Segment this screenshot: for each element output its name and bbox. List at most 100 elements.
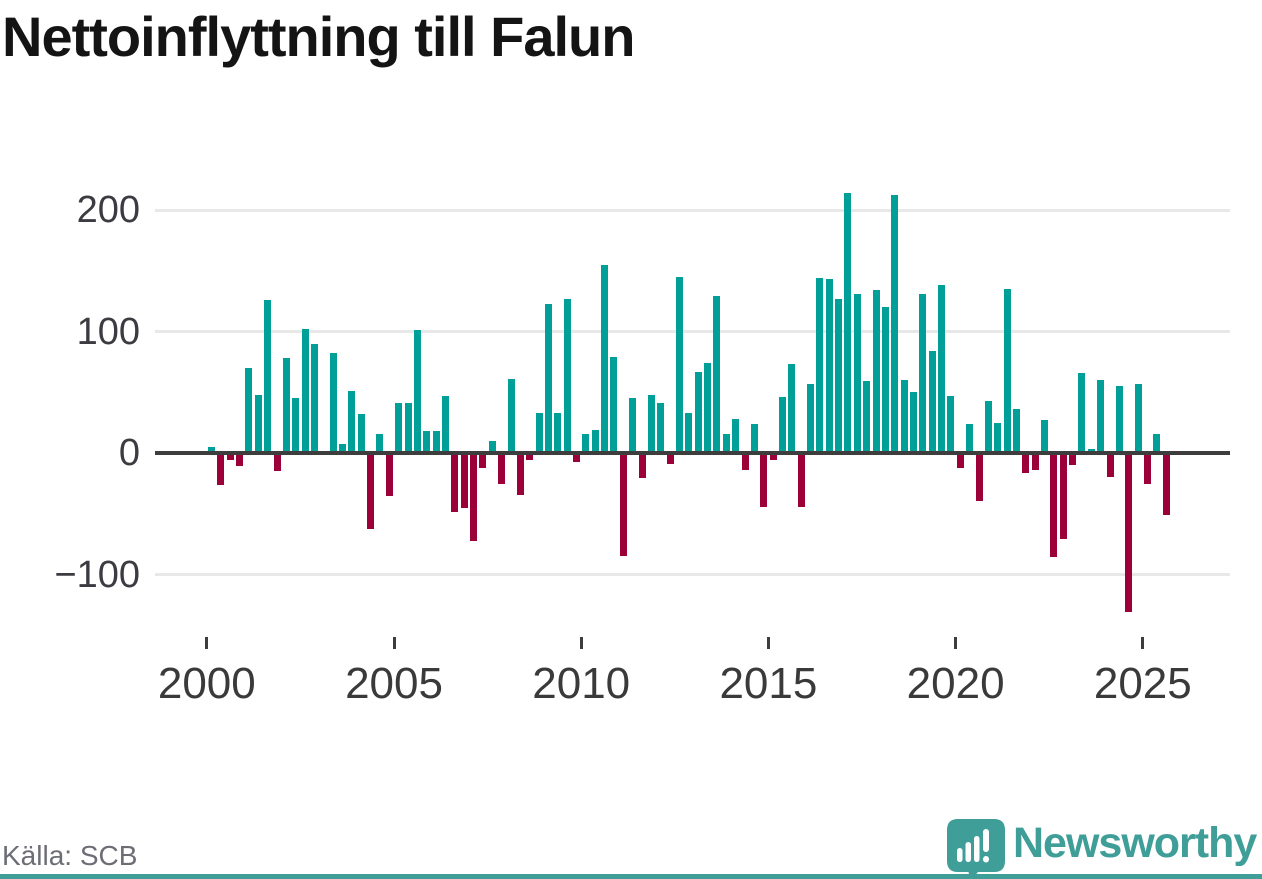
- bar-2008q1: [507, 378, 515, 455]
- bar-2020q4: [984, 400, 992, 455]
- bar-2012q1: [657, 403, 665, 455]
- bar-2007q4: [498, 453, 506, 485]
- x-tick-label-2025: 2025: [1093, 659, 1192, 708]
- bar-2003q2: [329, 353, 337, 455]
- bar-2011q3: [638, 453, 646, 479]
- x-tick-2015: [766, 637, 770, 649]
- bar-2000q1: [208, 446, 215, 455]
- bar-2002q4: [310, 343, 318, 455]
- bar-2025q2: [1153, 433, 1161, 455]
- bar-2001q3: [264, 299, 272, 455]
- bar-2013q1: [694, 371, 702, 455]
- bar-2001q2: [254, 394, 262, 455]
- bar-2009q4: [573, 453, 581, 463]
- bar-2006q1: [432, 431, 440, 455]
- y-tick-label--100: −100: [54, 553, 140, 596]
- x-tick-2000: [205, 637, 209, 649]
- bar-2008q4: [535, 412, 543, 455]
- bar-2005q2: [404, 403, 412, 455]
- bar-2019q3: [938, 285, 946, 455]
- bar-2011q1: [619, 453, 627, 556]
- y-tick-label-200: 200: [76, 189, 140, 231]
- bar-2006q3: [451, 453, 459, 513]
- bar-2017q1: [844, 192, 852, 455]
- bar-2021q1: [994, 422, 1002, 455]
- bar-2015q3: [788, 364, 796, 455]
- bar-2025q1: [1144, 453, 1151, 485]
- bar-2002q2: [292, 398, 300, 455]
- bar-2017q2: [853, 293, 861, 455]
- bar-2024q2: [1115, 386, 1123, 455]
- bar-2008q2: [516, 453, 524, 496]
- x-tick-2010: [579, 637, 583, 649]
- x-tick-label-2015: 2015: [719, 659, 818, 708]
- bar-2013q4: [722, 433, 730, 455]
- bar-2016q1: [807, 383, 815, 455]
- bar-2009q2: [554, 412, 562, 455]
- x-tick-2025: [1141, 637, 1145, 649]
- bar-2015q2: [778, 397, 786, 455]
- newsworthy-bubble-chart-icon: [947, 819, 1005, 879]
- bar-2004q2: [367, 453, 375, 530]
- bar-2024q4: [1134, 383, 1142, 455]
- newsworthy-wordmark: Newsworthy: [1013, 819, 1257, 867]
- bar-2017q3: [863, 381, 871, 455]
- bar-2007q2: [479, 453, 487, 469]
- bar-2016q4: [835, 298, 843, 455]
- bar-2014q1: [732, 418, 740, 455]
- x-tick-2005: [392, 637, 396, 649]
- bar-2023q4: [1097, 380, 1105, 455]
- gridline-100: [155, 330, 1230, 333]
- bar-2010q2: [591, 429, 599, 455]
- bar-2018q4: [910, 392, 917, 455]
- x-tick-label-2000: 2000: [157, 659, 256, 708]
- footer-accent-strip: [0, 874, 1262, 879]
- bar-2003q4: [348, 391, 356, 455]
- bar-2019q4: [947, 395, 955, 455]
- bar-2021q3: [1012, 409, 1020, 455]
- source-label: Källa: SCB: [2, 840, 138, 871]
- bar-2014q2: [741, 453, 749, 470]
- bar-2024q3: [1125, 453, 1133, 612]
- x-tick-label-2010: 2010: [532, 659, 631, 708]
- bar-2024q1: [1106, 453, 1114, 477]
- bar-2020q1: [956, 453, 964, 469]
- x-axis-line: [155, 451, 1230, 455]
- bar-2022q4: [1059, 453, 1067, 539]
- bar-2021q4: [1022, 453, 1030, 474]
- bar-2018q1: [881, 307, 889, 455]
- bar-2010q3: [601, 264, 609, 455]
- bar-2025q3: [1162, 453, 1170, 515]
- bar-2012q3: [676, 276, 683, 455]
- bar-2010q4: [610, 357, 618, 455]
- bar-2005q1: [395, 403, 403, 455]
- bar-2008q3: [526, 453, 534, 460]
- bar-2016q2: [816, 278, 824, 455]
- bar-2013q3: [713, 296, 721, 455]
- bar-2020q3: [975, 453, 983, 502]
- bar-2007q1: [470, 453, 478, 542]
- chart-title: Nettoinflyttning till Falun: [2, 5, 635, 68]
- y-tick-label-0: 0: [118, 432, 140, 474]
- y-tick-label-100: 100: [76, 310, 140, 353]
- newsworthy-logo: Newsworthy: [945, 817, 1260, 879]
- bar-2015q1: [769, 453, 777, 460]
- bar-2014q4: [760, 453, 768, 508]
- bar-2004q3: [376, 433, 384, 455]
- bar-2001q1: [245, 367, 253, 455]
- bar-2003q3: [339, 444, 347, 455]
- x-tick-2020: [954, 637, 958, 649]
- bar-2001q4: [273, 453, 281, 471]
- gridline--100: [155, 573, 1230, 576]
- bar-2000q3: [226, 453, 234, 460]
- bar-2018q2: [891, 195, 899, 455]
- bar-2000q2: [217, 453, 225, 486]
- bar-2021q2: [1003, 288, 1011, 455]
- bar-2010q1: [582, 433, 590, 455]
- bar-2011q4: [647, 394, 655, 455]
- bar-2007q3: [488, 440, 496, 455]
- bar-2017q4: [872, 290, 880, 455]
- bar-2009q3: [563, 298, 571, 455]
